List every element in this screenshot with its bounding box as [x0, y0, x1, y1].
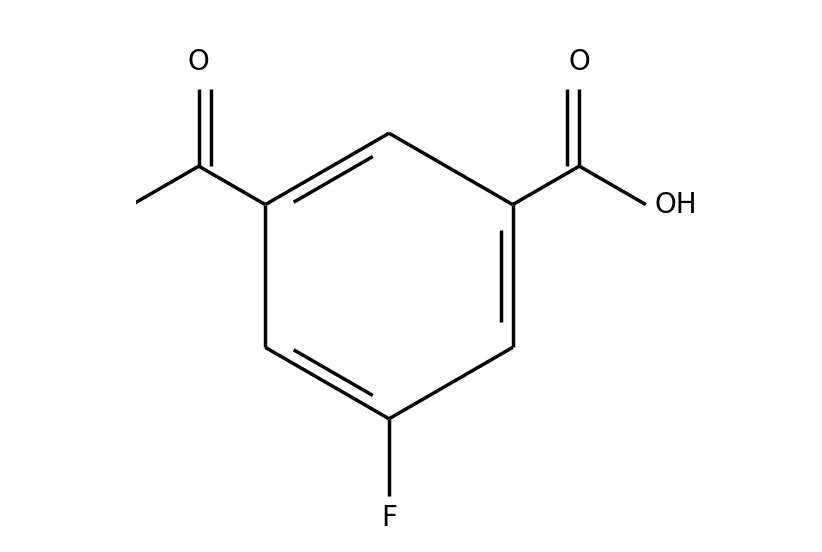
Text: O: O [568, 47, 590, 76]
Text: OH: OH [654, 190, 697, 219]
Text: O: O [188, 47, 210, 76]
Text: F: F [381, 504, 397, 532]
